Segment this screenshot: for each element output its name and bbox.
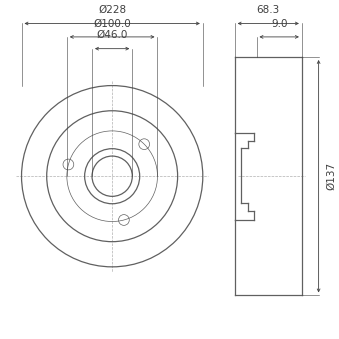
Text: 68.3: 68.3 — [257, 5, 280, 15]
Text: 9.0: 9.0 — [271, 19, 287, 28]
Text: Ø100.0: Ø100.0 — [93, 19, 131, 28]
Text: Ø228: Ø228 — [98, 5, 126, 15]
Text: Ø137: Ø137 — [326, 162, 336, 190]
Text: Ø46.0: Ø46.0 — [97, 30, 128, 40]
